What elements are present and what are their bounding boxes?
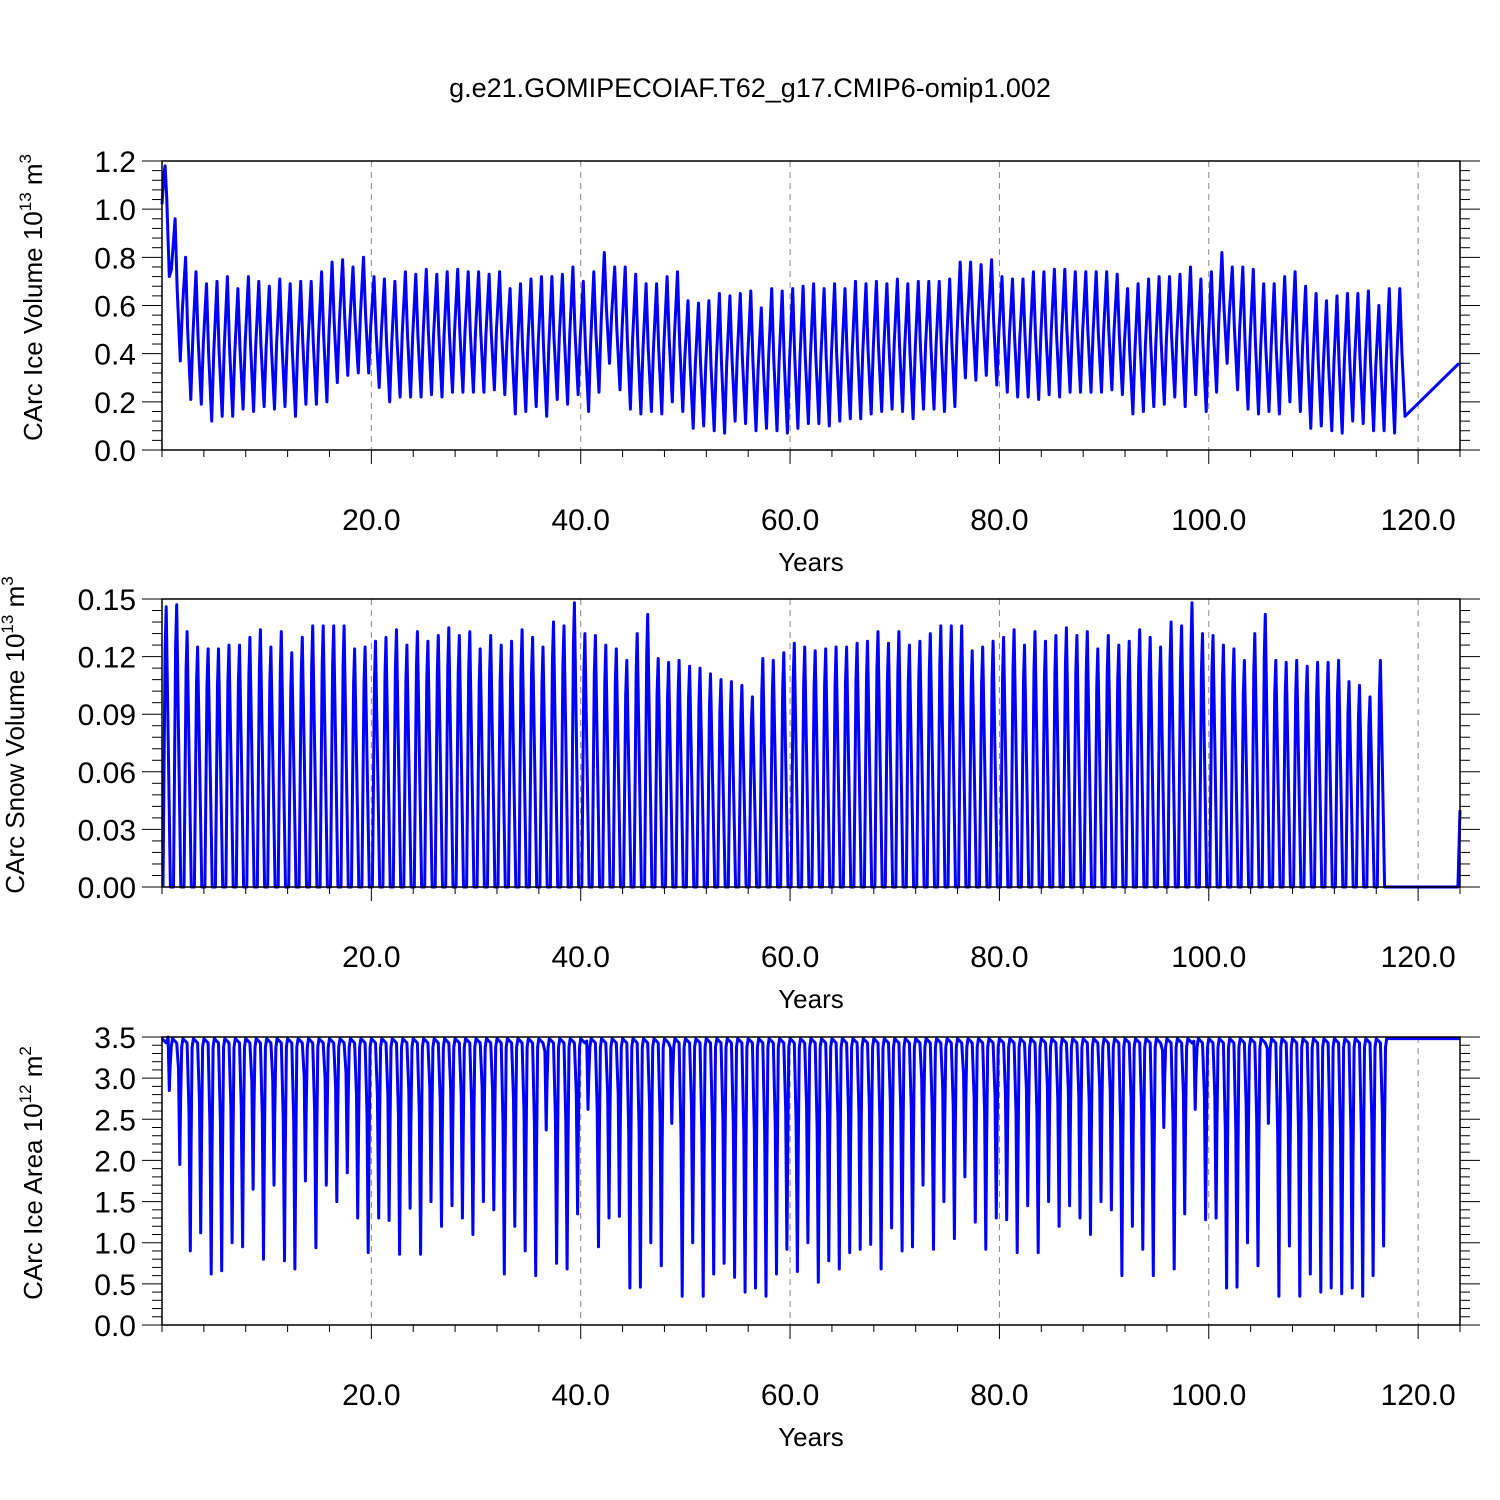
x-tick-label: 80.0 [970, 941, 1028, 974]
y-tick-label: 0.00 [78, 872, 136, 905]
y-tick-label: 0.5 [94, 1269, 136, 1302]
y-tick-label: 0.06 [78, 757, 136, 790]
x-tick-label: 100.0 [1171, 941, 1246, 974]
x-tick-label: 100.0 [1171, 504, 1246, 537]
x-tick-label: 60.0 [761, 504, 819, 537]
x-tick-label: 60.0 [761, 1379, 819, 1412]
y-tick-label: 0.0 [94, 1310, 136, 1343]
y-tick-label: 2.0 [94, 1145, 136, 1178]
x-tick-label: 120.0 [1381, 1379, 1456, 1412]
panel-1: 20.0 40.0 60.0 80.0 100.0 120.0 Years 0.0 0.2 0.4… [16, 146, 1480, 577]
x-axis-label: Years [778, 984, 844, 1014]
y-tick-label: 0.03 [78, 814, 136, 847]
y-axis-label: CArc Ice Volume 1013 m3 [16, 154, 48, 441]
x-tick-label: 60.0 [761, 941, 819, 974]
series-line [160, 164, 1461, 435]
y-tick-label: 3.0 [94, 1063, 136, 1096]
y-axis-label: CArc Ice Area 1012 m2 [16, 1046, 48, 1300]
x-axis-label: Years [778, 1422, 844, 1452]
x-tick-label: 100.0 [1171, 1379, 1246, 1412]
y-tick-label: 0.09 [78, 699, 136, 732]
x-tick-label: 120.0 [1381, 504, 1456, 537]
y-tick-label: 1.5 [94, 1187, 136, 1220]
figure-title: g.e21.GOMIPECOIAF.T62_g17.CMIP6-omip1.00… [449, 73, 1051, 103]
y-tick-label: 0.2 [94, 387, 136, 420]
x-tick-label: 20.0 [342, 941, 400, 974]
y-tick-label: 2.5 [94, 1104, 136, 1137]
panel-2: 20.0 40.0 60.0 80.0 100.0 120.0 Years 0.00 0.03 0… [0, 576, 1480, 1014]
x-tick-label: 40.0 [552, 941, 610, 974]
y-tick-label: 3.5 [94, 1022, 136, 1055]
x-tick-label: 80.0 [970, 1379, 1028, 1412]
x-tick-label: 120.0 [1381, 941, 1456, 974]
y-tick-label: 0.6 [94, 291, 136, 324]
plot-frame [161, 1036, 1461, 1326]
y-tick-label: 0.0 [94, 435, 136, 468]
panels: 20.0 40.0 60.0 80.0 100.0 120.0 Years 0.0 0.2 0.4… [0, 146, 1480, 1452]
x-axis-label: Years [778, 547, 844, 577]
y-tick-label: 0.4 [94, 339, 136, 372]
y-axis-label: CArc Snow Volume 1013 m3 [0, 576, 30, 893]
x-tick-label: 20.0 [342, 504, 400, 537]
x-tick-label: 40.0 [552, 1379, 610, 1412]
y-tick-label: 0.12 [78, 642, 136, 675]
panel-3: 20.0 40.0 60.0 80.0 100.0 120.0 Years 0.0 0.5 1.0… [16, 1022, 1480, 1452]
x-tick-label: 80.0 [970, 504, 1028, 537]
plot-frame [161, 598, 1461, 888]
y-tick-label: 0.8 [94, 242, 136, 275]
y-tick-label: 1.2 [94, 146, 136, 179]
x-tick-label: 20.0 [342, 1379, 400, 1412]
y-tick-label: 1.0 [94, 194, 136, 227]
series-line [161, 601, 1462, 889]
y-tick-label: 1.0 [94, 1228, 136, 1261]
series-line [160, 1035, 1460, 1298]
y-tick-label: 0.15 [78, 584, 136, 617]
x-tick-label: 40.0 [552, 504, 610, 537]
